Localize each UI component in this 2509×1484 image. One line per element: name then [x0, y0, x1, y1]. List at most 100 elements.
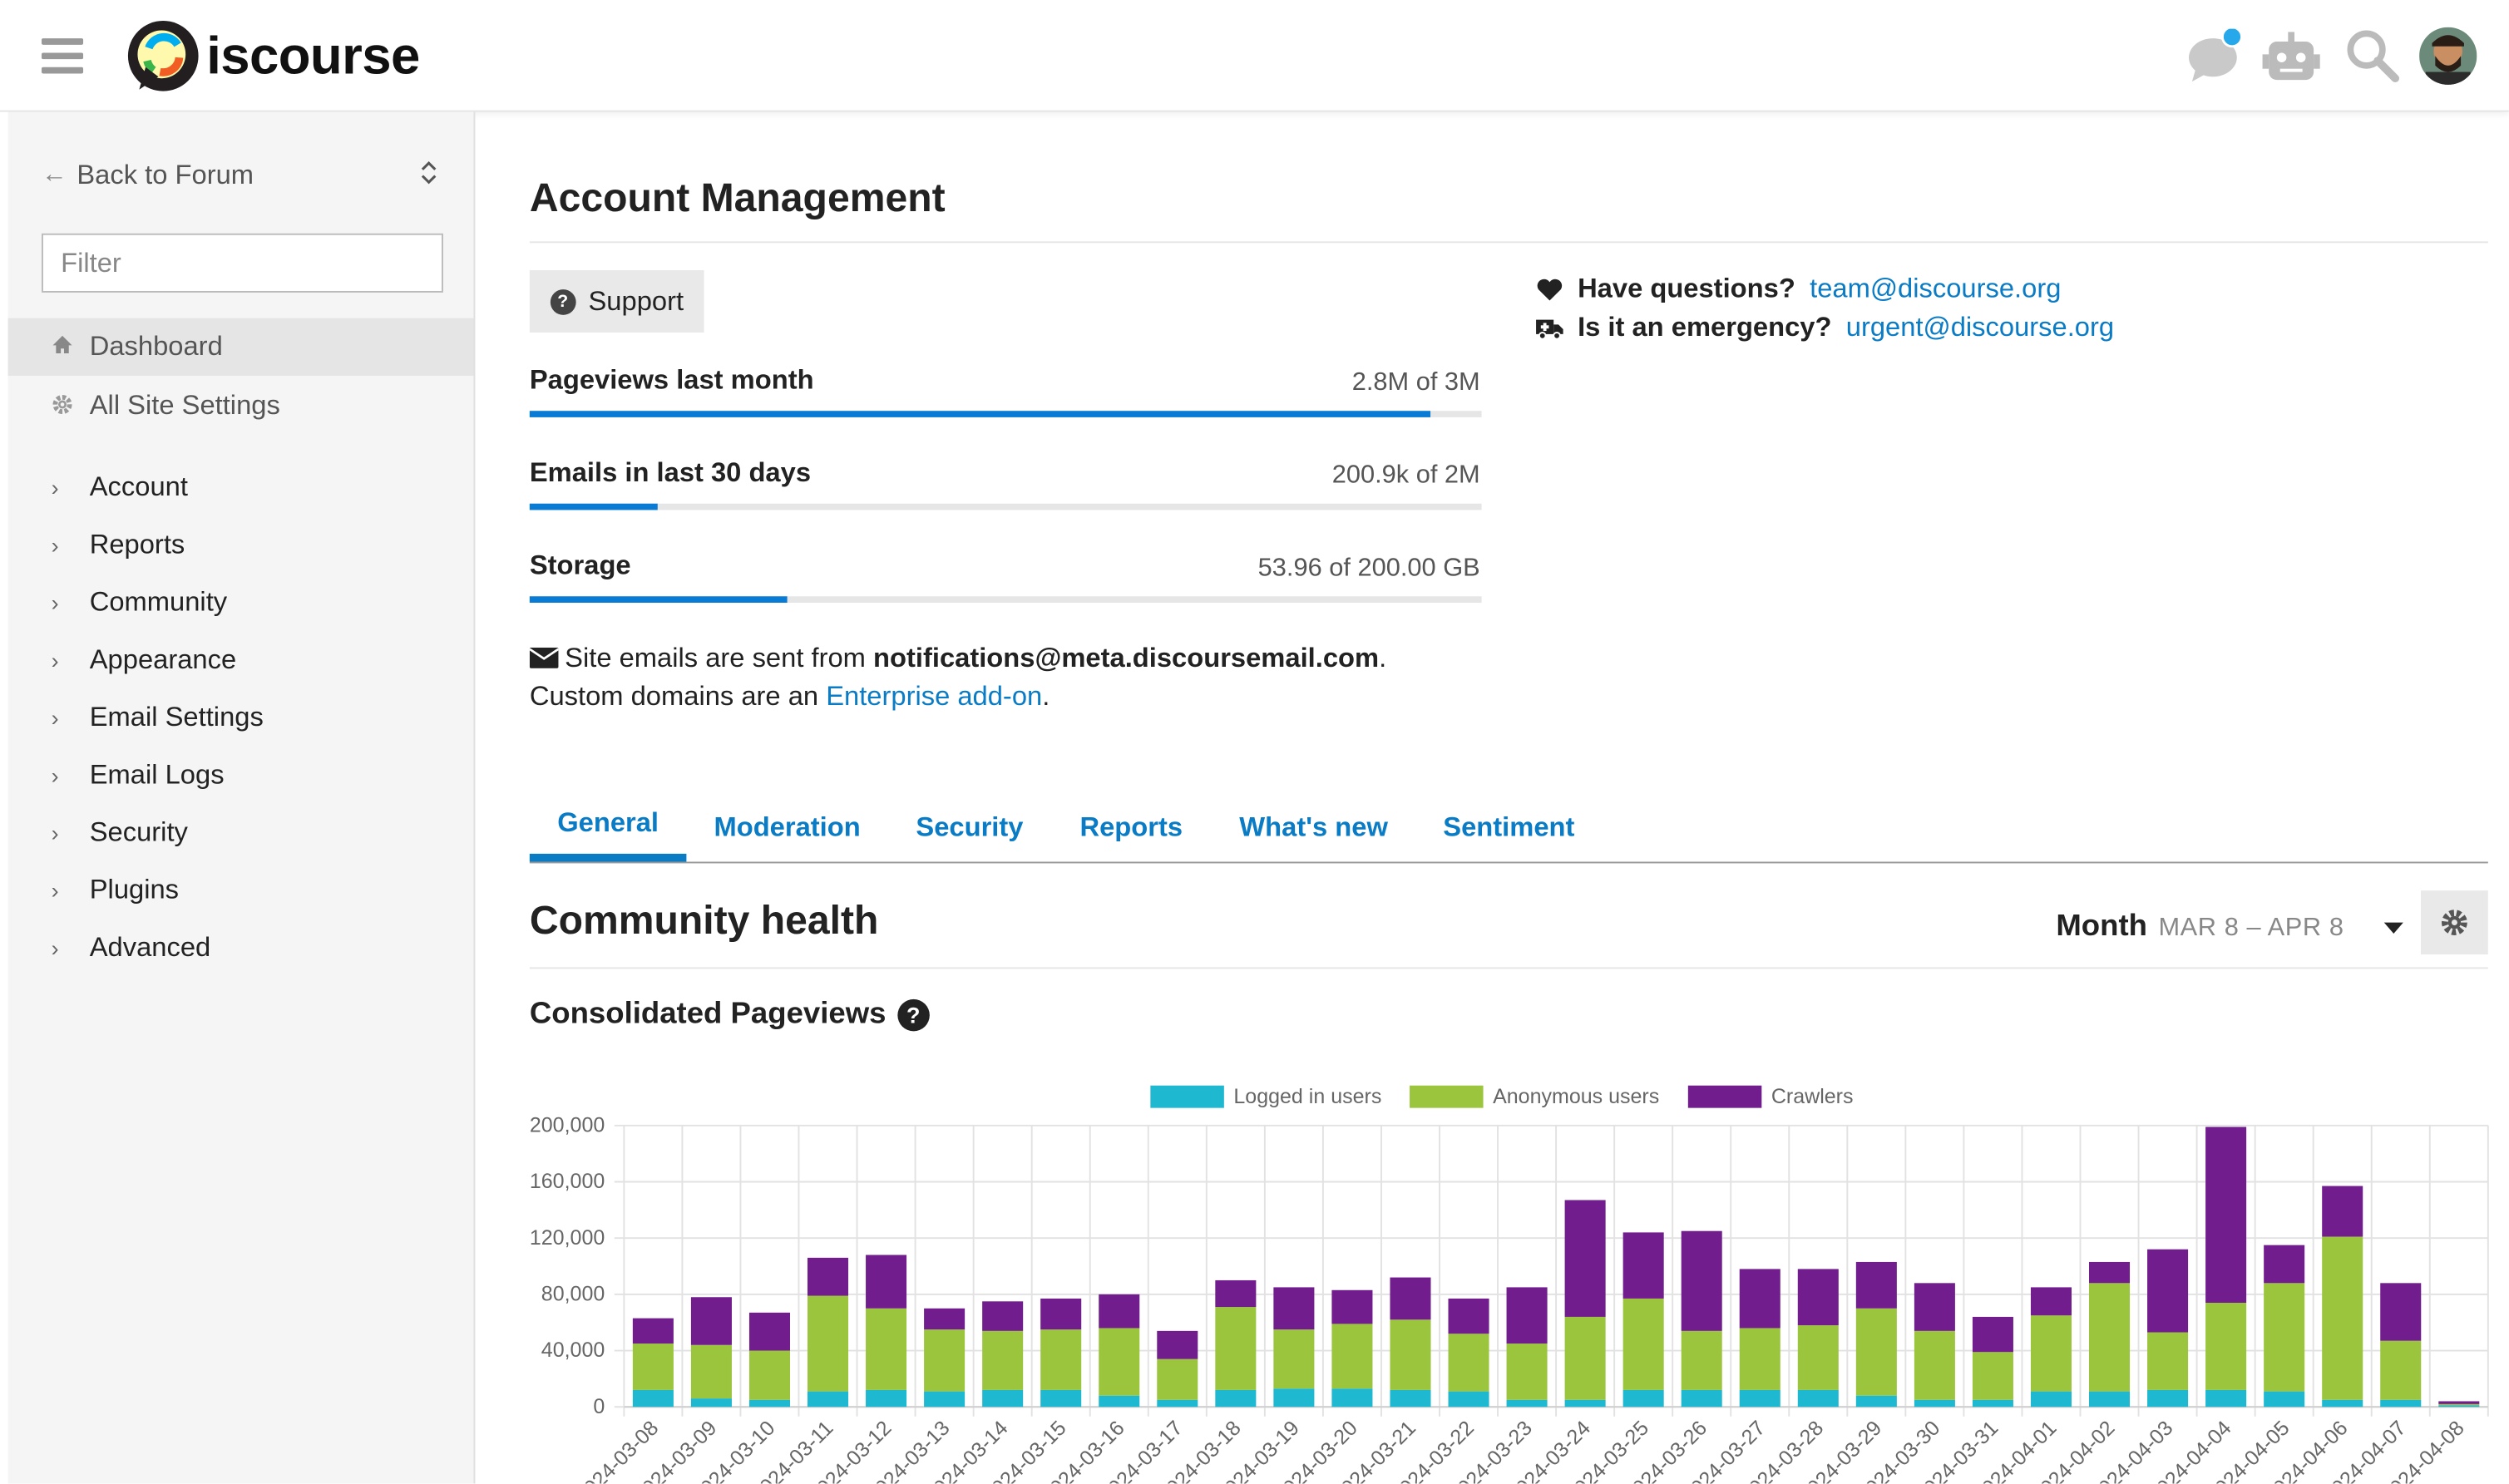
discourse-logo[interactable]: iscourse [126, 19, 420, 92]
sidebar-section-advanced[interactable]: › Advanced [52, 924, 211, 972]
bar-segment [1564, 1316, 1606, 1400]
bar-segment [1215, 1307, 1257, 1390]
sidebar-section-plugins[interactable]: › Plugins [52, 866, 179, 915]
questions-label: Have questions? [1578, 273, 1795, 304]
bar-segment [1157, 1399, 1198, 1408]
legend-swatch [1150, 1085, 1224, 1108]
bar-segment [2322, 1236, 2363, 1400]
legend-label: Anonymous users [1493, 1085, 1659, 1108]
tab-security[interactable]: Security [916, 811, 1024, 842]
bar-segment [1157, 1358, 1198, 1400]
bar-segment [2205, 1303, 2247, 1390]
sidebar-item-label: Dashboard [89, 331, 223, 362]
back-to-forum-link[interactable]: ← Back to Forum [42, 160, 254, 191]
sidebar-section-email-settings[interactable]: › Email Settings [52, 694, 264, 742]
sidebar-section-label: Reports [89, 529, 185, 560]
sidebar-section-label: Plugins [89, 874, 180, 905]
bar-segment [1681, 1389, 1722, 1408]
tab-sentiment[interactable]: Sentiment [1443, 811, 1575, 842]
usage-progress-bar [529, 411, 1482, 417]
sidebar-section-appearance[interactable]: › Appearance [52, 636, 237, 684]
bar-segment [1855, 1395, 1897, 1408]
bar-segment [1448, 1334, 1489, 1392]
bar-segment [924, 1308, 966, 1330]
back-label: Back to Forum [77, 160, 254, 190]
search-icon[interactable] [2346, 29, 2400, 83]
y-tick-label: 200,000 [530, 1113, 605, 1136]
bar-segment [748, 1399, 790, 1408]
chevron-right-icon: › [51, 475, 59, 500]
usage-value: 53.96 of 200.00 GB [1257, 555, 1480, 582]
enterprise-addon-link[interactable]: Enterprise add-on [826, 681, 1043, 712]
chevron-right-icon: › [51, 647, 59, 673]
bar-segment [2030, 1315, 2072, 1392]
bar-segment [808, 1257, 849, 1296]
sidebar-item-label: All Site Settings [89, 390, 280, 421]
bar-segment [2205, 1127, 2247, 1304]
sidebar-item-all-site-settings[interactable]: All Site Settings [8, 377, 474, 435]
chevron-right-icon: › [51, 934, 59, 961]
page-title: Account Management [529, 175, 946, 221]
sidebar-edge [0, 111, 8, 1484]
bar-segment [1390, 1319, 1431, 1390]
bar-segment [2147, 1249, 2189, 1333]
tab-whats-new[interactable]: What's new [1239, 811, 1388, 842]
bar-segment [2147, 1389, 2189, 1408]
chevron-right-icon: › [51, 762, 59, 789]
sidebar-section-community[interactable]: › Community [52, 579, 228, 627]
tab-moderation[interactable]: Moderation [714, 811, 861, 842]
bar-segment [866, 1308, 907, 1390]
y-tick-label: 80,000 [541, 1283, 605, 1306]
bar-segment [1681, 1330, 1722, 1390]
settings-button[interactable] [2421, 890, 2488, 955]
bar-segment [1273, 1329, 1315, 1389]
avatar[interactable] [2419, 27, 2477, 85]
robot-icon[interactable] [2262, 29, 2320, 83]
bar-segment [1622, 1389, 1664, 1408]
bar-segment [2264, 1391, 2305, 1408]
period-selector[interactable]: Month MAR 8 – APR 8 [2056, 910, 2344, 944]
bar-segment [1157, 1330, 1198, 1359]
bar-segment [1914, 1283, 1955, 1331]
support-button[interactable]: ? Support [529, 269, 704, 333]
sidebar-section-email-logs[interactable]: › Email Logs [52, 752, 225, 800]
bar-segment [748, 1350, 790, 1400]
sidebar-section-label: Security [89, 816, 188, 848]
sidebar-item-dashboard[interactable]: Dashboard [7, 318, 474, 376]
chevron-updown-icon[interactable] [419, 160, 438, 185]
sidebar-section-security[interactable]: › Security [52, 809, 188, 857]
usage-progress-bar [529, 596, 1482, 603]
period-label: Month [2056, 910, 2147, 944]
chevron-right-icon: › [51, 820, 59, 846]
y-tick-label: 0 [593, 1395, 605, 1418]
usage-value: 200.9k of 2M [1331, 461, 1480, 490]
urgent-email-link[interactable]: urgent@discourse.org [1845, 311, 2115, 343]
question-circle-icon[interactable]: ? [896, 998, 930, 1032]
email-note-line2-suffix: . [1042, 681, 1050, 712]
menu-icon[interactable] [42, 38, 84, 74]
gear-icon [50, 392, 76, 420]
bar-segment [1972, 1399, 2013, 1408]
caret-down-icon[interactable] [2383, 922, 2403, 934]
bar-segment [924, 1391, 966, 1408]
bar-segment [866, 1255, 907, 1309]
team-email-link[interactable]: team@discourse.org [1810, 273, 2062, 304]
bar-segment [632, 1389, 674, 1408]
bar-segment [2322, 1186, 2363, 1237]
y-tick-label: 40,000 [541, 1339, 605, 1362]
bar-segment [1797, 1389, 1839, 1408]
sidebar-section-label: Community [89, 586, 228, 618]
bar-segment [1040, 1389, 1082, 1408]
bar-segment [866, 1389, 907, 1408]
gear-icon [2442, 910, 2467, 935]
bar-segment [1273, 1287, 1315, 1330]
tab-reports[interactable]: Reports [1079, 811, 1183, 842]
sidebar-section-reports[interactable]: › Reports [52, 521, 185, 569]
bar-segment [1215, 1389, 1257, 1408]
sidebar-filter-input[interactable] [42, 233, 443, 293]
bar-segment [1972, 1352, 2013, 1400]
tab-general[interactable]: General [529, 793, 687, 862]
sidebar-section-account[interactable]: › Account [52, 464, 188, 512]
sidebar-section-label: Email Settings [89, 702, 264, 732]
chat-icon[interactable] [2187, 26, 2243, 83]
